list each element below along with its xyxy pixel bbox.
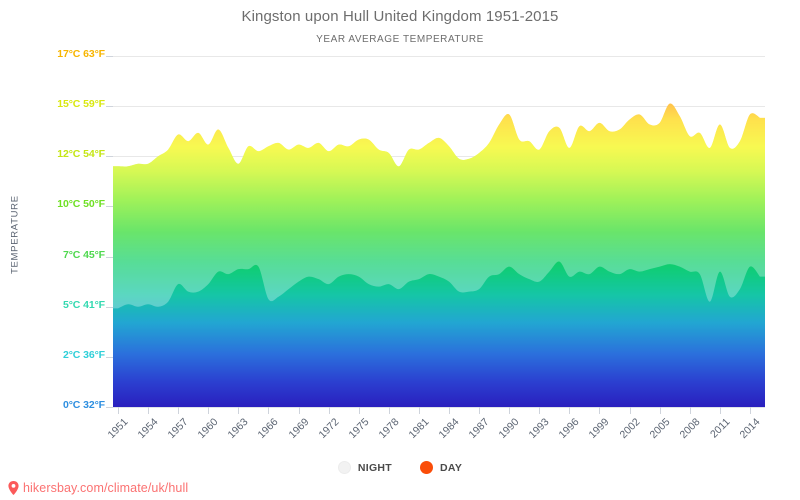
x-tick-mark xyxy=(569,407,570,414)
x-tick-mark xyxy=(660,407,661,414)
x-tick-mark xyxy=(268,407,269,414)
y-axis-label: 7°C 45°F xyxy=(62,249,105,261)
y-tick-mark xyxy=(106,106,113,107)
night-dot-icon xyxy=(337,461,351,474)
x-tick-mark xyxy=(419,407,420,414)
night-band-overlay xyxy=(113,103,765,309)
day-area-fill xyxy=(113,103,765,407)
legend-item-night[interactable]: NIGHT xyxy=(337,461,393,474)
area-chart-svg xyxy=(113,103,765,407)
y-axis-label: 10°C 50°F xyxy=(57,198,105,210)
y-axis-label: 17°C 63°F xyxy=(57,48,105,60)
y-axis-label: 5°C 41°F xyxy=(62,299,105,311)
gridline xyxy=(113,106,765,107)
page-title: Kingston upon Hull United Kingdom 1951-2… xyxy=(241,8,559,25)
x-tick-mark xyxy=(750,407,751,414)
x-tick-mark xyxy=(359,407,360,414)
chart-plot-area xyxy=(113,56,765,407)
y-axis-label: 12°C 54°F xyxy=(57,148,105,160)
y-axis-label: 2°C 36°F xyxy=(62,349,105,361)
y-tick-mark xyxy=(106,357,113,358)
y-tick-mark xyxy=(106,307,113,308)
x-tick-mark xyxy=(690,407,691,414)
y-tick-mark xyxy=(106,156,113,157)
x-tick-mark xyxy=(509,407,510,414)
x-tick-mark xyxy=(479,407,480,414)
y-tick-mark xyxy=(106,407,113,408)
legend-label: NIGHT xyxy=(357,461,393,474)
y-axis-label: 0°C 32°F xyxy=(62,399,105,411)
x-tick-mark xyxy=(118,407,119,414)
y-tick-mark xyxy=(106,257,113,258)
gridline xyxy=(113,56,765,57)
x-tick-mark xyxy=(389,407,390,414)
x-tick-mark xyxy=(539,407,540,414)
x-tick-mark xyxy=(599,407,600,414)
x-tick-mark xyxy=(720,407,721,414)
x-axis-line xyxy=(113,407,765,408)
x-tick-mark xyxy=(630,407,631,414)
legend-item-day[interactable]: DAY xyxy=(420,461,462,474)
x-tick-mark xyxy=(208,407,209,414)
y-tick-mark xyxy=(106,206,113,207)
map-pin-icon xyxy=(8,481,19,495)
y-axis-title: TEMPERATURE xyxy=(9,195,21,275)
watermark[interactable]: hikersbay.com/climate/uk/hull xyxy=(8,481,188,495)
watermark-text: hikersbay.com/climate/uk/hull xyxy=(23,481,189,495)
y-tick-mark xyxy=(106,56,113,57)
x-tick-mark xyxy=(178,407,179,414)
day-dot-icon xyxy=(420,461,434,474)
legend-label: DAY xyxy=(440,461,463,474)
x-tick-mark xyxy=(148,407,149,414)
y-axis-label: 15°C 59°F xyxy=(57,98,105,110)
chart-legend: NIGHT DAY xyxy=(0,461,800,474)
x-tick-mark xyxy=(238,407,239,414)
x-tick-mark xyxy=(449,407,450,414)
chart-subtitle: YEAR AVERAGE TEMPERATURE xyxy=(316,34,484,45)
x-tick-mark xyxy=(329,407,330,414)
x-tick-mark xyxy=(299,407,300,414)
